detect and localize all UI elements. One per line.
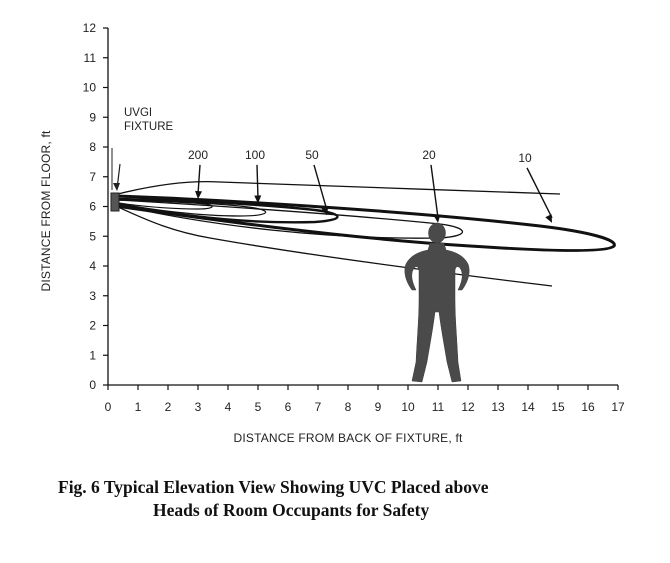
y-tick-label: 2 — [89, 319, 96, 333]
contour-label-200: 200 — [188, 148, 208, 162]
contour-label-20: 20 — [422, 148, 436, 162]
human-body — [404, 242, 470, 383]
y-tick-label: 3 — [89, 289, 96, 303]
fixture-label-line1: UVGI — [124, 107, 152, 119]
contour-20 — [117, 199, 463, 239]
fixture-arrowhead — [113, 183, 120, 191]
contour-label-50: 50 — [305, 148, 319, 162]
x-tick-label: 7 — [315, 400, 322, 414]
contour-10 — [115, 194, 616, 252]
contour-labels: 200 100 50 20 10 — [188, 148, 553, 223]
contour-label-10: 10 — [518, 151, 532, 165]
x-tick-label: 14 — [521, 400, 535, 414]
y-tick-label: 11 — [84, 51, 97, 65]
x-tick-label: 10 — [401, 400, 415, 414]
y-tick-label: 6 — [89, 200, 96, 214]
contour-outer-upper — [117, 180, 561, 195]
x-tick-label: 8 — [345, 400, 352, 414]
contour-arrow-20 — [430, 164, 439, 218]
x-axis: 0 1 2 3 4 5 6 7 8 9 10 11 12 13 14 15 16 17 — [105, 384, 625, 414]
x-tick-label: 11 — [432, 400, 445, 414]
contour-arrow-200 — [197, 164, 201, 195]
y-tick-label: 4 — [89, 259, 96, 273]
contour-arrowhead-200 — [195, 190, 203, 200]
contour-arrowhead-10 — [545, 214, 552, 223]
x-tick-label: 3 — [195, 400, 202, 414]
contour-arrow-100 — [256, 164, 259, 199]
contour-lines — [115, 180, 616, 287]
contour-arrow-50 — [313, 164, 328, 211]
human-head — [428, 222, 446, 244]
y-tick-label: 5 — [89, 229, 96, 243]
x-tick-label: 0 — [105, 400, 112, 414]
uvgi-fixture — [110, 192, 120, 212]
caption-line-2: Heads of Room Occupants for Safety — [153, 500, 430, 520]
y-tick-label: 12 — [83, 21, 97, 35]
contour-arrowhead-100 — [254, 195, 262, 204]
x-tick-label: 9 — [375, 400, 382, 414]
contour-outer-lower — [115, 205, 553, 287]
x-tick-label: 5 — [255, 400, 262, 414]
fixture-label-line2: FIXTURE — [124, 121, 174, 133]
y-tick-label: 7 — [89, 170, 96, 184]
contour-arrowhead-20 — [433, 214, 441, 223]
x-tick-label: 13 — [491, 400, 505, 414]
y-axis-title: DISTANCE FROM FLOOR, ft — [39, 130, 53, 292]
x-tick-label: 4 — [225, 400, 232, 414]
x-tick-label: 1 — [135, 400, 142, 414]
y-tick-label: 9 — [89, 110, 96, 124]
contour-200 — [117, 199, 213, 210]
x-tick-label: 6 — [285, 400, 292, 414]
x-tick-label: 2 — [165, 400, 172, 414]
human-figure — [404, 222, 470, 383]
x-tick-label: 15 — [551, 400, 565, 414]
contour-50 — [117, 197, 339, 224]
contour-arrowhead-50 — [321, 206, 329, 216]
contour-arrow-10 — [526, 167, 553, 219]
x-tick-label: 12 — [461, 400, 475, 414]
x-tick-label: 16 — [581, 400, 595, 414]
y-tick-label: 0 — [89, 378, 96, 392]
x-tick-label: 17 — [611, 400, 625, 414]
caption-line-1: Fig. 6 Typical Elevation View Showing UV… — [58, 477, 489, 497]
contour-label-100: 100 — [245, 148, 265, 162]
y-tick-label: 8 — [89, 140, 96, 154]
x-axis-title: DISTANCE FROM BACK OF FIXTURE, ft — [233, 431, 463, 445]
y-tick-label: 1 — [89, 348, 96, 362]
y-tick-label: 10 — [83, 81, 97, 95]
